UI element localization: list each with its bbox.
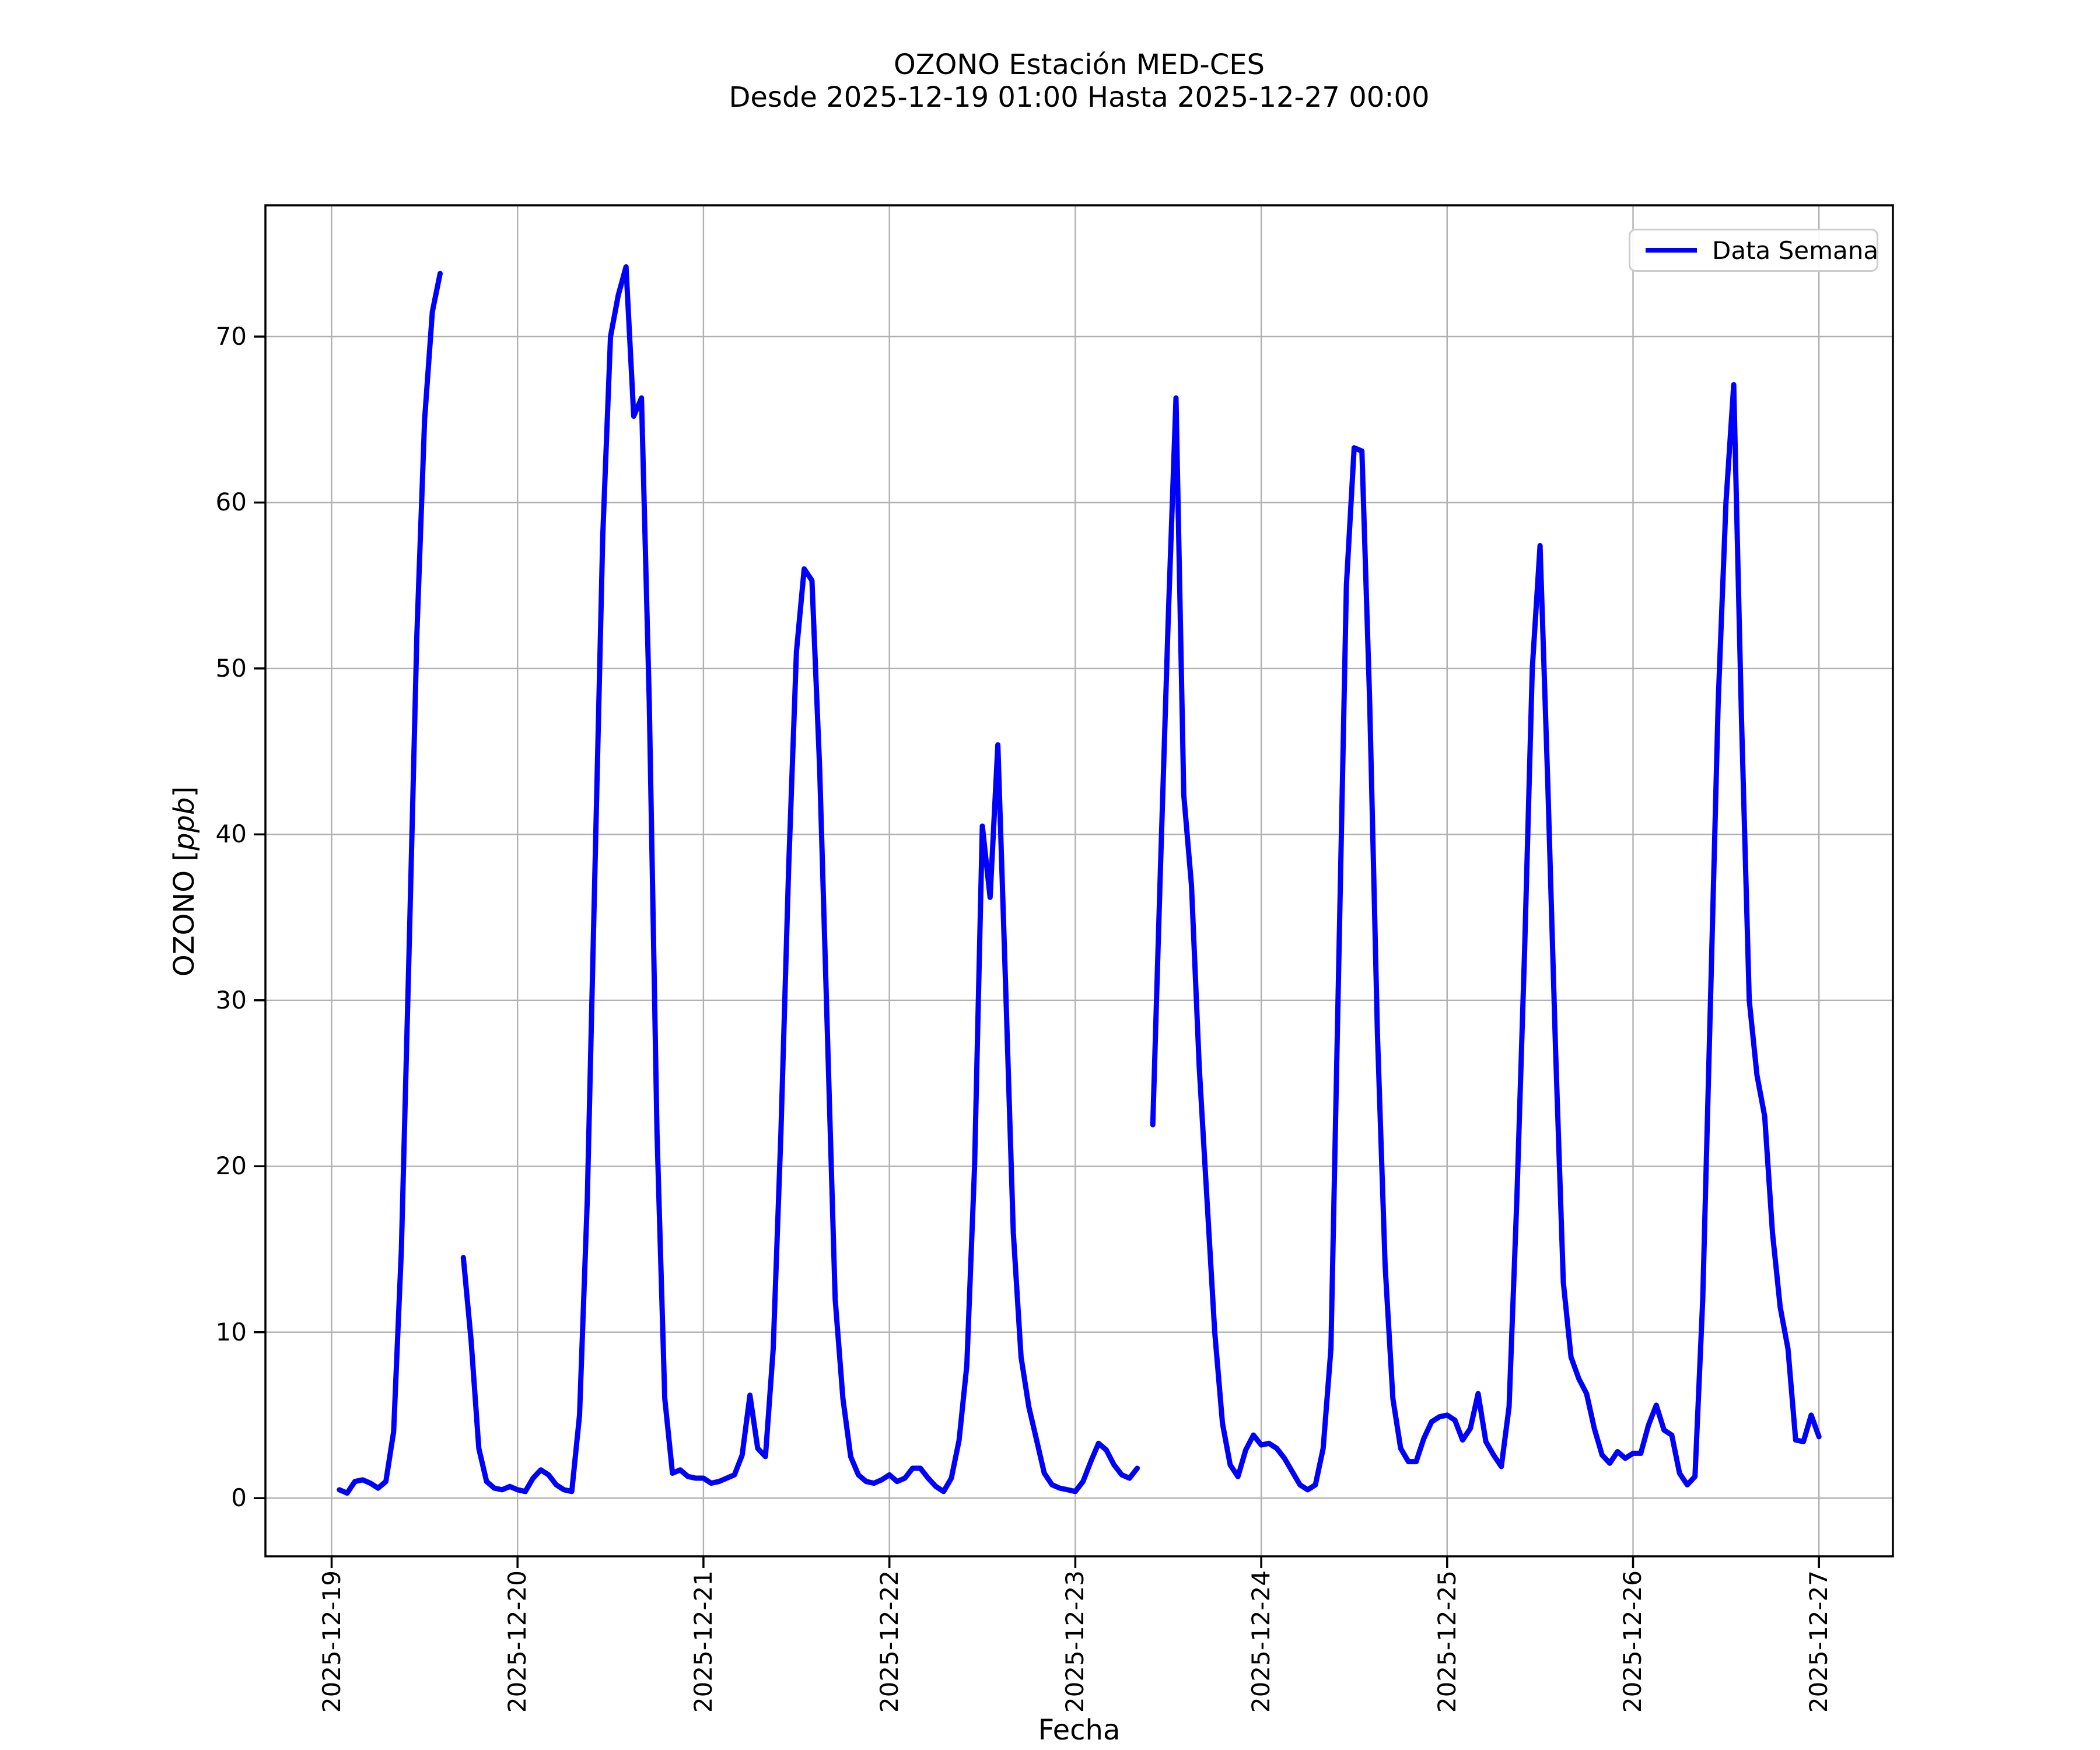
y-axis-label: OZONO [ppb]	[168, 747, 201, 1016]
legend-label: Data Semana	[1712, 236, 1879, 265]
y-axis-label-suffix: ]	[168, 786, 201, 797]
legend-line-sample-icon	[1646, 248, 1697, 253]
y-tick-label: 10	[215, 1317, 247, 1346]
y-tick-label: 20	[215, 1152, 247, 1181]
x-tick-label: 2025-12-26	[1618, 1570, 1647, 1713]
y-tick-label: 30	[215, 985, 247, 1014]
x-axis-label: Fecha	[1038, 1714, 1121, 1746]
x-tick-label: 2025-12-27	[1804, 1570, 1833, 1713]
x-tick-label: 2025-12-22	[874, 1570, 904, 1713]
chart-title: OZONO Estación MED-CES	[893, 48, 1265, 81]
x-tick-label: 2025-12-19	[317, 1570, 346, 1713]
x-tick-label: 2025-12-20	[503, 1570, 532, 1713]
chart-subtitle: Desde 2025-12-19 01:00 Hasta 2025-12-27 …	[729, 81, 1430, 114]
x-tick-label: 2025-12-24	[1247, 1570, 1276, 1713]
x-tick-label: 2025-12-23	[1060, 1570, 1090, 1713]
y-axis-label-prefix: OZONO [	[168, 850, 201, 977]
y-tick-label: 70	[215, 322, 247, 351]
x-tick-label: 2025-12-21	[688, 1570, 718, 1713]
y-tick-label: 0	[231, 1483, 247, 1513]
y-tick-label: 40	[215, 820, 247, 849]
legend: Data Semana	[1629, 229, 1878, 272]
y-tick-label: 50	[215, 653, 247, 682]
x-tick-label: 2025-12-25	[1432, 1570, 1461, 1713]
y-axis-label-units: ppb	[168, 797, 201, 851]
y-tick-label: 60	[215, 488, 247, 517]
